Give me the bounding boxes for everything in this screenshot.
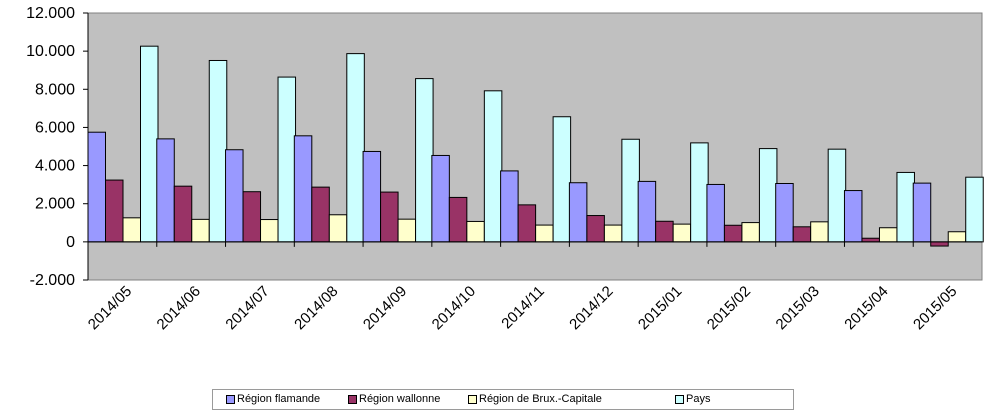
bar-3	[466, 220, 485, 243]
bar-4	[346, 53, 365, 243]
bar-2	[655, 220, 674, 243]
y-tick-label: 2.000	[35, 196, 75, 213]
bar-2	[930, 241, 949, 247]
legend-item: Région wallonne	[348, 393, 440, 405]
bar-2	[723, 224, 743, 243]
bar-3	[741, 222, 760, 243]
bar-1	[293, 135, 313, 243]
bar-3	[328, 214, 348, 243]
bar-3	[947, 231, 967, 243]
bar-3	[191, 218, 210, 243]
bar-2	[517, 204, 537, 243]
bar-3	[122, 217, 141, 243]
x-tick-label: 2014/11	[498, 283, 548, 333]
bar-3	[397, 218, 417, 243]
bar-2	[586, 215, 605, 243]
x-tick-label: 2014/06	[154, 283, 204, 333]
bar-4	[965, 176, 984, 243]
bar-4	[690, 142, 709, 243]
y-tick-label: 6.000	[35, 119, 75, 136]
legend-label: Région flamande	[237, 393, 321, 405]
bar-4	[277, 76, 297, 243]
bar-1	[225, 149, 244, 243]
bar-1	[637, 180, 657, 243]
x-tick-label: 2014/07	[222, 283, 272, 333]
bar-3	[878, 227, 898, 243]
x-tick-label: 2015/05	[910, 283, 960, 333]
bar-4	[827, 148, 847, 243]
bar-2	[311, 186, 330, 243]
bar-2	[105, 179, 124, 243]
legend-label: Région wallonne	[359, 393, 441, 405]
legend-swatch	[348, 394, 357, 404]
bar-2	[792, 226, 812, 243]
bar-4	[208, 59, 228, 243]
bar-1	[87, 131, 106, 243]
bar-1	[912, 182, 932, 243]
x-tick-label: 2014/09	[360, 283, 410, 333]
y-tick-label: 10.000	[26, 43, 75, 60]
bar-1	[706, 183, 725, 243]
bar-chart: -2.000 0 2.000 4.000 6.000 8.000 10.000 12.000 2…	[26, 5, 984, 333]
x-tick-label: 2015/02	[704, 283, 754, 333]
legend-swatch	[226, 394, 235, 404]
x-tick-label: 2015/03	[773, 283, 823, 333]
bar-2	[242, 191, 262, 243]
bar-2	[380, 191, 399, 243]
x-tick-label: 2014/05	[85, 283, 135, 333]
bar-3	[535, 224, 554, 243]
x-tick-label: 2014/08	[291, 283, 341, 333]
bar-4	[552, 116, 572, 243]
x-tick-label: 2015/01	[635, 283, 685, 333]
bar-1	[156, 138, 175, 243]
bar-1	[500, 170, 519, 243]
bar-1	[775, 182, 794, 243]
bar-1	[843, 190, 863, 243]
legend-swatch	[675, 394, 684, 404]
bar-3	[810, 221, 829, 243]
x-tick-label: 2015/04	[841, 283, 891, 333]
y-tick-label: 4.000	[35, 158, 75, 175]
legend-item: Région flamande	[226, 393, 320, 405]
legend-label: Région de Brux.-Capitale	[479, 393, 602, 405]
bar-3	[260, 219, 279, 243]
bar-1	[362, 150, 382, 243]
bar-4	[896, 171, 915, 243]
bar-2	[448, 196, 468, 243]
legend-item: Pays	[675, 393, 710, 405]
bar-1	[431, 154, 450, 243]
legend-item: Région de Brux.-Capitale	[468, 393, 602, 405]
bar-2	[173, 185, 193, 243]
bar-2	[861, 237, 880, 243]
x-tick-label: 2014/10	[429, 283, 479, 333]
y-tick-label: -2.000	[30, 272, 75, 289]
bar-4	[415, 78, 434, 243]
bar-3	[603, 224, 623, 243]
legend-swatch	[468, 394, 477, 404]
bar-4	[758, 148, 778, 243]
y-tick-label: 0	[66, 234, 75, 251]
bar-1	[568, 182, 588, 243]
chart-legend: Région flamande Région wallonne Région de …	[212, 389, 794, 410]
bar-3	[672, 223, 692, 243]
bar-4	[483, 90, 503, 243]
legend-label: Pays	[686, 393, 711, 405]
y-tick-label: 12.000	[26, 5, 75, 22]
y-tick-label: 8.000	[35, 81, 75, 98]
bar-4	[140, 45, 159, 243]
x-tick-label: 2014/12	[566, 283, 616, 333]
bar-4	[621, 138, 640, 243]
